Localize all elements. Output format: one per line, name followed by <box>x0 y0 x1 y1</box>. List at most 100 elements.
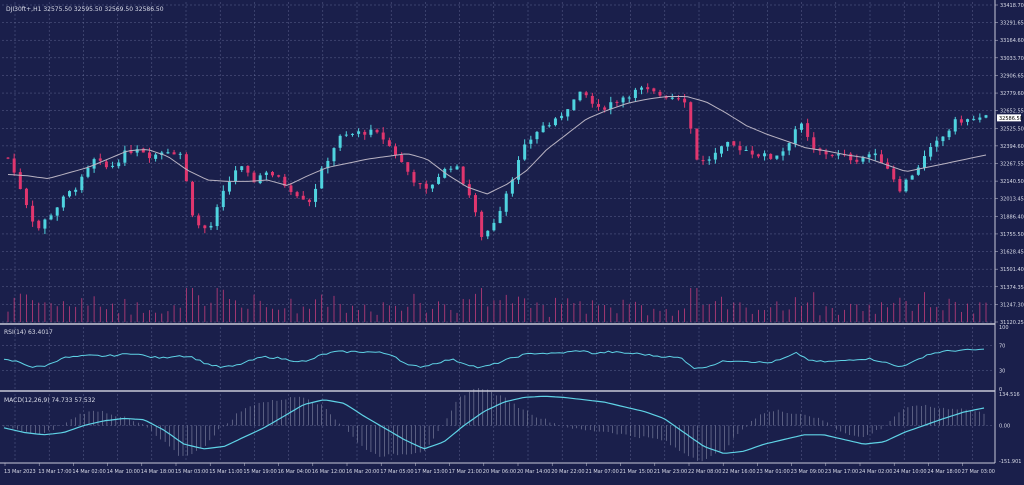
candle-body <box>172 152 176 155</box>
price-tick-label: 32779.60 <box>1000 91 1024 97</box>
volume-bars <box>7 288 987 322</box>
candle-body <box>492 222 496 231</box>
price-tick-label: 32525.50 <box>1000 126 1024 132</box>
candle-body <box>806 123 810 137</box>
candle-body <box>289 185 293 192</box>
candle-body <box>6 157 10 159</box>
candle-body <box>43 219 47 229</box>
candle-body <box>184 154 188 182</box>
candle-body <box>154 154 158 159</box>
candle-body <box>621 97 625 103</box>
time-tick-label: 17 Mar 13:00 <box>414 469 447 475</box>
candle-body <box>74 189 78 192</box>
candle-body <box>178 153 182 155</box>
candle-body <box>603 107 607 110</box>
candle-body <box>363 131 367 135</box>
candle-body <box>357 131 361 134</box>
candle-body <box>873 153 877 156</box>
candle-body <box>830 154 834 156</box>
time-tick-label: 24 Mar 10:00 <box>893 469 926 475</box>
candle-body <box>787 143 791 151</box>
candle-body <box>689 102 693 129</box>
candle-body <box>849 153 853 161</box>
candle-body <box>984 115 988 118</box>
time-tick-label: 13 Mar 2023 <box>4 469 36 475</box>
rsi-tick-label: 0 <box>999 387 1002 393</box>
candle-body <box>953 119 957 132</box>
candle-body <box>418 183 422 185</box>
candle-body <box>467 184 471 196</box>
time-tick-label: 17 Mar 05:00 <box>380 469 413 475</box>
candle-body <box>812 137 816 150</box>
candle-body <box>676 98 680 100</box>
candle-body <box>529 139 533 144</box>
price-tick-label: 32267.55 <box>1000 162 1024 168</box>
candle-body <box>535 131 539 140</box>
candle-body <box>750 150 754 155</box>
candle-body <box>652 88 656 92</box>
candle-body <box>836 154 840 156</box>
candle-body <box>941 136 945 142</box>
candle-body <box>406 162 410 172</box>
candle-body <box>670 97 674 99</box>
time-tick-label: 22 Mar 16:00 <box>722 469 755 475</box>
candle-body <box>68 191 72 197</box>
price-tick-label: 33418.70 <box>1000 3 1024 9</box>
candle-body <box>713 152 717 160</box>
candle-body <box>80 176 84 191</box>
candle-body <box>947 130 951 138</box>
candle-body <box>541 125 545 133</box>
time-tick-label: 23 Mar 01:00 <box>756 469 789 475</box>
time-tick-label: 21 Mar 15:00 <box>620 469 653 475</box>
candle-body <box>504 193 508 212</box>
candle-body <box>615 101 619 103</box>
macd-tick-label: -151.901 <box>999 459 1021 465</box>
candle-body <box>246 165 250 173</box>
time-tick-label: 16 Mar 20:00 <box>346 469 379 475</box>
candle-body <box>369 129 373 135</box>
candle-body <box>935 140 939 147</box>
time-tick-label: 17 Mar 21:00 <box>449 469 482 475</box>
price-tick-label: 31755.50 <box>1000 232 1024 238</box>
current-price-marker <box>997 114 1021 122</box>
candle-body <box>978 117 982 120</box>
time-tick-label: 21 Mar 07:00 <box>585 469 618 475</box>
time-tick-label: 23 Mar 17:00 <box>825 469 858 475</box>
candle-body <box>560 115 564 119</box>
candle-body <box>966 119 970 122</box>
panel-separators <box>0 0 996 464</box>
candle-body <box>123 150 127 163</box>
rsi-path <box>3 348 985 370</box>
candle-body <box>720 146 724 154</box>
time-tick-label: 21 Mar 23:00 <box>654 469 687 475</box>
candle-body <box>732 141 736 146</box>
macd-indicator <box>3 388 985 462</box>
candle-body <box>344 134 348 136</box>
candle-body <box>510 179 514 194</box>
candle-body <box>215 207 219 227</box>
candle-body <box>701 160 705 162</box>
price-tick-label: 33164.60 <box>1000 38 1024 44</box>
time-tick-label: 27 Mar 03:00 <box>962 469 995 475</box>
candle-body <box>301 195 305 200</box>
candle-body <box>646 87 650 90</box>
candle-body <box>147 152 151 159</box>
candle-body <box>117 162 121 167</box>
candle-body <box>37 220 41 229</box>
candle-body <box>18 172 22 190</box>
candle-body <box>910 175 914 180</box>
candle-body <box>307 199 311 203</box>
candle-body <box>547 125 551 127</box>
candle-body <box>517 160 521 180</box>
candle-body <box>461 166 465 184</box>
candle-body <box>283 176 287 186</box>
candle-body <box>135 149 139 153</box>
main-panel-header: DJI30ft+,H1 32575.50 32595.50 32569.50 3… <box>6 6 164 13</box>
rsi-tick-label: 30 <box>999 368 1005 374</box>
candle-body <box>867 154 871 158</box>
candle-body <box>12 158 16 173</box>
time-tick-label: 15 Mar 03:00 <box>175 469 208 475</box>
price-tick-label: 32652.55 <box>1000 109 1024 115</box>
candle-body <box>92 159 96 169</box>
